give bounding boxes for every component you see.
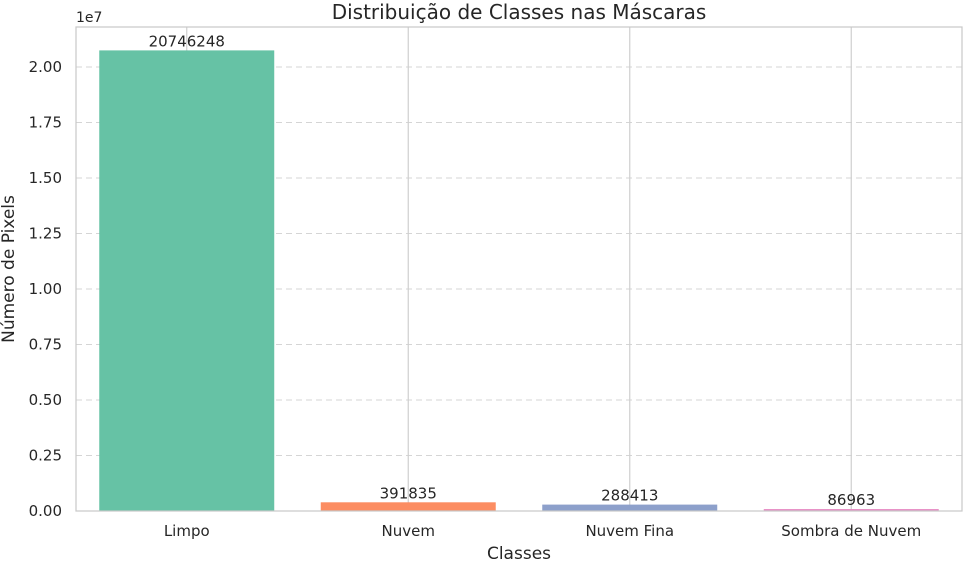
y-tick-label: 1.00 — [29, 280, 62, 298]
grid-layer — [76, 27, 962, 512]
bar-sombra-de-nuvem — [763, 509, 939, 511]
bar-nuvem-fina — [542, 504, 718, 511]
chart-title: Distribuição de Classes nas Máscaras — [332, 0, 707, 24]
bar-limpo — [99, 50, 275, 511]
x-tick-label: Nuvem — [382, 522, 435, 540]
y-axis-offset-text: 1e7 — [76, 10, 102, 26]
y-tick-label: 0.50 — [29, 391, 62, 409]
y-tick-label: 1.50 — [29, 169, 62, 187]
y-tick-label: 1.75 — [29, 113, 62, 131]
bars-layer — [99, 50, 939, 511]
x-tick-label: Sombra de Nuvem — [781, 522, 921, 540]
y-axis-label: Número de Pixels — [0, 195, 19, 343]
y-tick-label: 0.75 — [29, 335, 62, 353]
y-tick-label: 1.25 — [29, 224, 62, 242]
y-tick-label: 2.00 — [29, 58, 62, 76]
plot-frame — [75, 26, 963, 512]
bar-nuvem — [320, 502, 496, 511]
y-tick-label: 0.00 — [29, 502, 62, 520]
bar-value-label: 20746248 — [149, 32, 225, 50]
y-tick-label: 0.25 — [29, 446, 62, 464]
bar-value-label: 86963 — [827, 491, 875, 509]
x-tick-label: Limpo — [164, 522, 210, 540]
labels-layer: 0.00 0.25 0.50 0.75 1.00 1.25 1.50 1.75 2.00 Limp… — [29, 32, 922, 540]
bar-value-label: 391835 — [380, 484, 437, 502]
x-tick-label: Nuvem Fina — [585, 522, 674, 540]
x-axis-label: Classes — [487, 544, 551, 564]
bar-value-label: 288413 — [601, 487, 658, 505]
